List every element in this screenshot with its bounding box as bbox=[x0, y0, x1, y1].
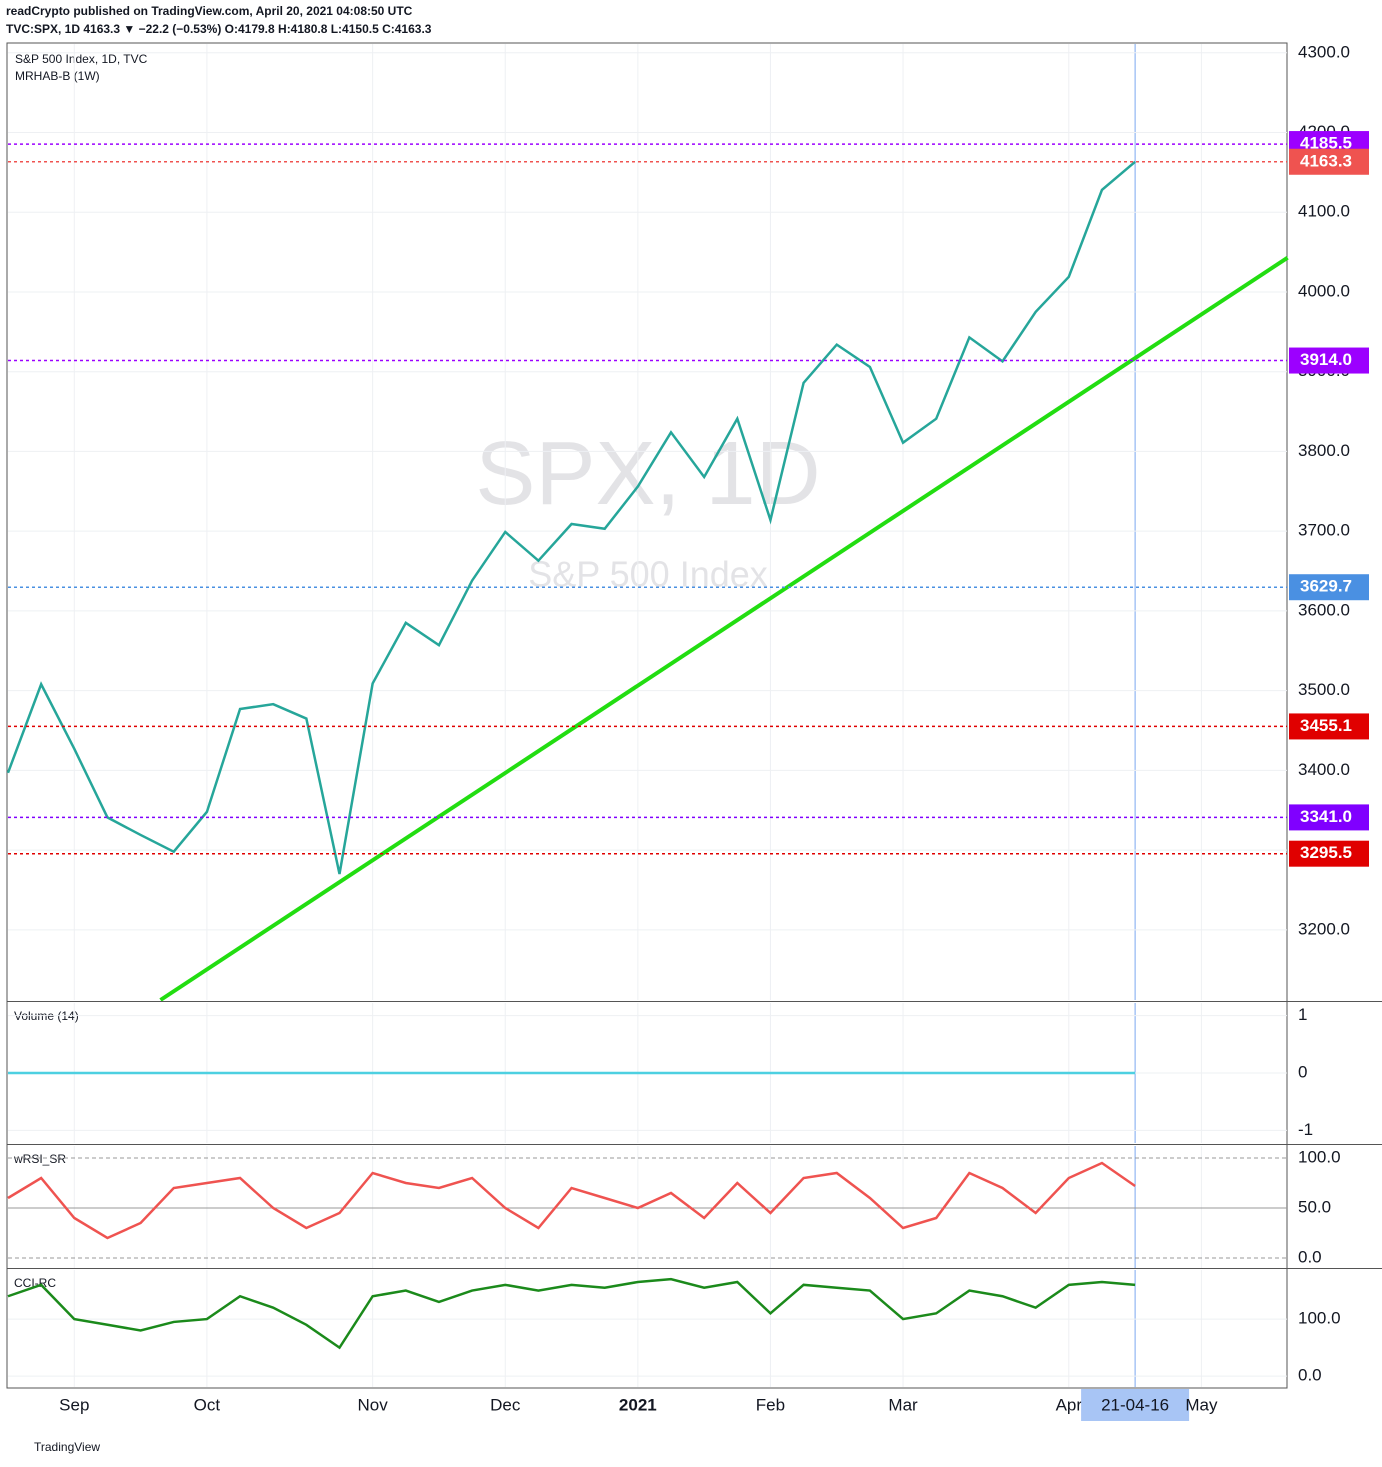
level-label: 3629.7 bbox=[1300, 577, 1352, 596]
y-tick-label: 0.0 bbox=[1298, 1247, 1322, 1266]
level-label: 4163.3 bbox=[1300, 151, 1352, 170]
y-tick-label: 3200.0 bbox=[1298, 919, 1350, 938]
y-tick-label: 0 bbox=[1298, 1062, 1307, 1081]
y-tick-label: 1 bbox=[1298, 1005, 1307, 1024]
x-tick-label: Oct bbox=[194, 1395, 221, 1414]
level-label: 3914.0 bbox=[1300, 350, 1352, 369]
symbol-line: TVC:SPX, 1D 4163.3 ▼ −22.2 (−0.53%) O:41… bbox=[6, 22, 432, 36]
y-tick-label: 4100.0 bbox=[1298, 202, 1350, 221]
price-line bbox=[7, 1277, 1136, 1350]
x-tick-label: Nov bbox=[358, 1395, 389, 1414]
price-line bbox=[6, 160, 1136, 875]
footer: TradingView bbox=[34, 1440, 100, 1454]
x-tick-label: 21-04-16 bbox=[1101, 1395, 1169, 1414]
level-box bbox=[1289, 347, 1369, 374]
y-tick-label: 3500.0 bbox=[1298, 680, 1350, 699]
pane-subtitle: MRHAB-B (1W) bbox=[15, 69, 100, 83]
price-line bbox=[7, 1161, 1136, 1240]
x-tick-label: Dec bbox=[490, 1395, 521, 1414]
y-tick-label: 3800.0 bbox=[1298, 441, 1350, 460]
y-tick-label: 4000.0 bbox=[1298, 281, 1350, 300]
y-tick-label: 50.0 bbox=[1298, 1197, 1331, 1216]
y-tick-label: 0.0 bbox=[1298, 1366, 1322, 1385]
level-box bbox=[1289, 148, 1369, 175]
level-box bbox=[1289, 840, 1369, 867]
x-tick-label: Apr bbox=[1056, 1395, 1083, 1414]
x-tick-label: Sep bbox=[59, 1395, 89, 1414]
x-tick-label: Feb bbox=[756, 1395, 785, 1414]
level-box bbox=[1289, 574, 1369, 601]
pane-title: Volume (14) bbox=[14, 1009, 79, 1023]
pane-title: CCI-RC bbox=[14, 1276, 56, 1290]
trendline bbox=[159, 256, 1289, 1002]
pane-title: wRSI_SR bbox=[13, 1152, 66, 1166]
y-tick-label: 3400.0 bbox=[1298, 760, 1350, 779]
level-box bbox=[1289, 713, 1369, 740]
pane-title: S&P 500 Index, 1D, TVC bbox=[15, 52, 148, 66]
y-tick-label: 100.0 bbox=[1298, 1309, 1341, 1328]
level-label: 3341.0 bbox=[1300, 807, 1352, 826]
frame bbox=[6, 42, 1288, 1389]
y-tick-label: 4300.0 bbox=[1298, 42, 1350, 61]
y-tick-label: 3700.0 bbox=[1298, 521, 1350, 540]
level-label: 3295.5 bbox=[1300, 843, 1352, 862]
watermark-sub: S&P 500 Index bbox=[528, 554, 768, 595]
y-tick-label: 100.0 bbox=[1298, 1147, 1341, 1166]
level-label: 3455.1 bbox=[1300, 716, 1352, 735]
y-tick-label: 3600.0 bbox=[1298, 600, 1350, 619]
publisher: readCrypto published on TradingView.com,… bbox=[6, 4, 413, 18]
x-tick-label: Mar bbox=[888, 1395, 918, 1414]
watermark: SPX, 1D bbox=[475, 424, 820, 524]
date-highlight bbox=[1081, 1389, 1190, 1421]
x-tick-label: 2021 bbox=[619, 1395, 657, 1414]
level-label: 4185.5 bbox=[1300, 134, 1352, 153]
y-tick-label: -1 bbox=[1298, 1120, 1313, 1139]
x-tick-label: May bbox=[1185, 1395, 1218, 1414]
level-box bbox=[1289, 804, 1369, 831]
